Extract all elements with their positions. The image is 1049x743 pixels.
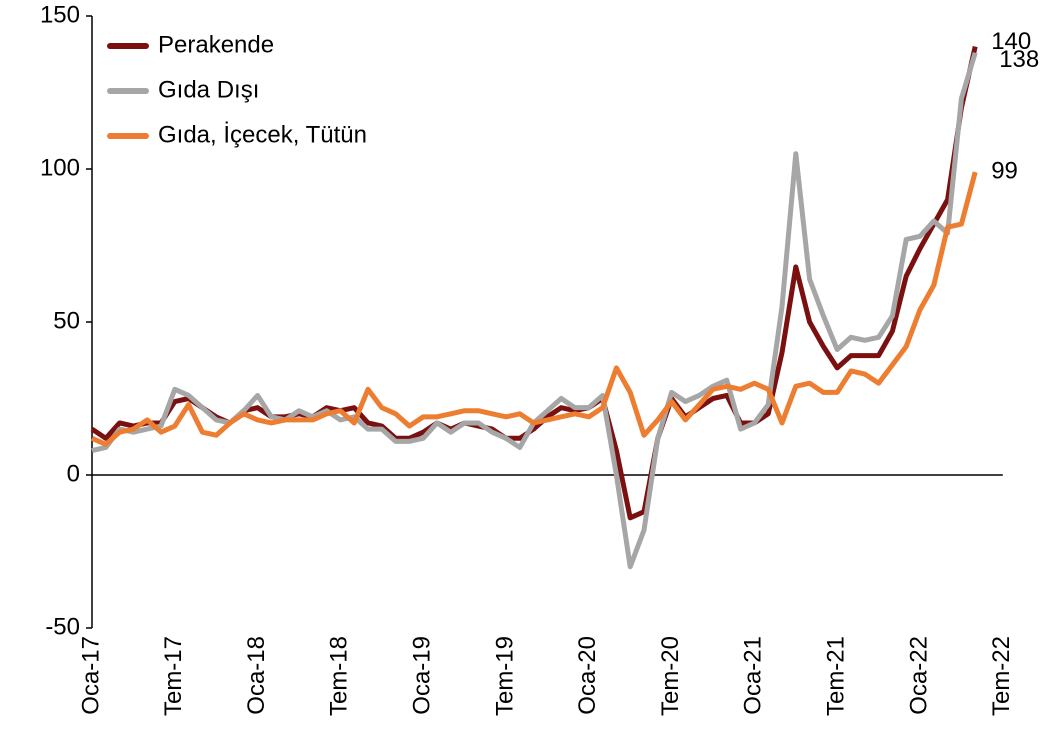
x-tick-label: Oca-17 <box>77 636 104 715</box>
y-tick-label: 50 <box>53 307 80 334</box>
x-tick-label: Tem-21 <box>823 636 850 716</box>
y-tick-label: 0 <box>67 460 80 487</box>
legend-label: Perakende <box>158 31 274 58</box>
data-label: 99 <box>991 157 1018 184</box>
legend-label: Gıda Dışı <box>158 76 259 103</box>
x-tick-label: Oca-18 <box>243 636 270 715</box>
data-label: 140 <box>991 28 1031 55</box>
data-label: 138 <box>999 46 1039 73</box>
y-tick-label: 100 <box>40 154 80 181</box>
x-tick-label: Oca-19 <box>409 636 436 715</box>
x-tick-label: Oca-21 <box>740 636 767 715</box>
legend-label: Gıda, İçecek, Tütün <box>158 121 367 148</box>
line-series <box>90 46 978 521</box>
x-tick-label: Tem-17 <box>160 636 187 716</box>
x-tick-label: Tem-22 <box>988 636 1015 716</box>
x-tick-label: Oca-20 <box>574 636 601 715</box>
line-series <box>90 171 978 447</box>
x-tick-label: Oca-22 <box>905 636 932 715</box>
x-tick-label: Tem-18 <box>326 636 353 716</box>
x-tick-label: Tem-19 <box>491 636 518 716</box>
x-tick-label: Tem-20 <box>657 636 684 716</box>
y-tick-label: 150 <box>40 1 80 28</box>
y-tick-label: -50 <box>45 613 80 640</box>
